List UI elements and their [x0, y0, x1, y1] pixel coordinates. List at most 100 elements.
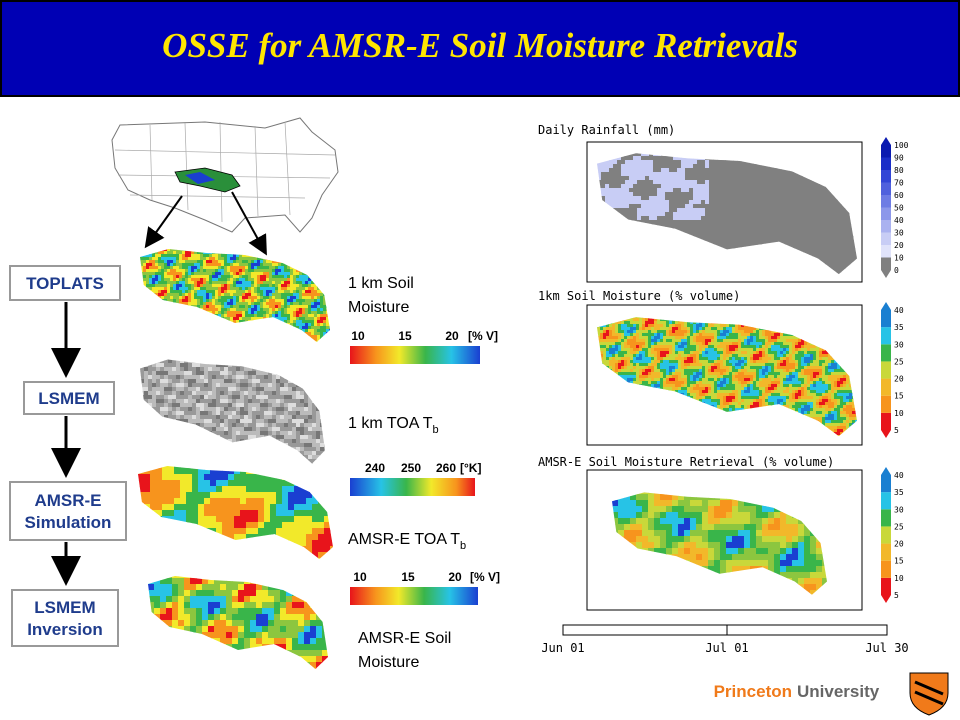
map-cell	[172, 584, 179, 591]
map-cell	[272, 308, 276, 312]
map-cell	[304, 626, 311, 633]
map-cell	[176, 278, 180, 282]
map-cell	[288, 391, 293, 396]
map-cell	[288, 411, 293, 416]
map-cell	[268, 596, 275, 603]
map-cell	[629, 260, 634, 265]
map-cell	[233, 341, 237, 342]
map-cell	[146, 260, 150, 264]
map-cell	[176, 459, 181, 464]
map-cell	[227, 317, 231, 321]
map-cell	[212, 254, 216, 258]
map-cell	[609, 204, 614, 209]
map-cell	[258, 534, 265, 541]
map-cell	[293, 335, 297, 339]
map-cell	[284, 443, 289, 448]
map-cell	[197, 281, 201, 285]
map-cell	[152, 302, 156, 306]
map-cell	[194, 329, 198, 333]
map-cell	[292, 407, 297, 412]
map-cell	[264, 359, 269, 364]
map-cell	[320, 314, 324, 318]
map-cell	[170, 269, 174, 273]
map-cell	[191, 249, 195, 252]
map-cell	[230, 260, 234, 264]
map-cell	[262, 668, 269, 669]
map-cell	[204, 423, 209, 428]
map-cell	[192, 383, 197, 388]
map-cell	[168, 546, 175, 553]
map-cell	[314, 281, 318, 285]
map-cell	[236, 293, 240, 297]
map-cell	[274, 578, 281, 585]
map-cell	[188, 278, 192, 282]
map-cell	[138, 498, 145, 505]
map-cell	[188, 341, 192, 342]
map-cell	[191, 284, 195, 288]
map-cell	[320, 251, 324, 255]
map-cell	[605, 148, 610, 153]
map-cell	[272, 287, 276, 291]
map-cell	[299, 281, 303, 285]
map-cell	[260, 284, 264, 288]
map-cell	[140, 383, 145, 388]
map-cell	[316, 419, 321, 424]
map-cell	[240, 463, 245, 464]
map-cell	[188, 281, 192, 285]
map-cell	[140, 284, 144, 288]
map-cell	[172, 620, 179, 627]
map-cell	[203, 284, 207, 288]
map-cell	[629, 200, 634, 205]
map-cell	[228, 407, 233, 412]
map-cell	[236, 320, 240, 324]
map-cell	[239, 299, 243, 303]
map-cell	[304, 644, 311, 651]
map-cell	[633, 256, 638, 261]
map-cell	[173, 341, 177, 342]
map-cell	[252, 463, 257, 464]
map-cell	[156, 411, 161, 416]
map-cell	[188, 332, 192, 336]
map-cell	[308, 371, 313, 376]
map-cell	[185, 311, 189, 315]
map-cell	[230, 266, 234, 270]
map-cell	[179, 260, 183, 264]
map-cell	[263, 296, 267, 300]
map-cell	[625, 180, 630, 185]
map-cell	[292, 632, 299, 639]
map-cell	[244, 391, 249, 396]
map-cell	[236, 251, 240, 255]
map-cell	[200, 371, 205, 376]
map-cell	[299, 332, 303, 336]
map-cell	[161, 287, 165, 291]
map-cell	[256, 359, 261, 364]
map-cell	[185, 281, 189, 285]
map-cell	[314, 272, 318, 276]
map-cell	[188, 455, 193, 460]
map-cell	[160, 431, 165, 436]
map-cell	[209, 320, 213, 324]
map-cell	[316, 359, 321, 364]
map-cell	[182, 290, 186, 294]
map-cell	[221, 341, 225, 342]
map-cell	[286, 620, 293, 627]
map-cell	[617, 224, 622, 229]
map-cell	[239, 305, 243, 309]
map-cell	[311, 338, 315, 342]
map-cell	[179, 305, 183, 309]
map-cell	[221, 311, 225, 315]
map-cell	[184, 411, 189, 416]
map-cell	[160, 626, 167, 633]
map-cell	[613, 268, 618, 273]
map-cell	[230, 299, 234, 303]
map-cell	[288, 466, 295, 469]
map-cell	[269, 344, 273, 348]
map-cell	[232, 387, 237, 392]
map-cell	[296, 443, 301, 448]
map-cell	[200, 269, 204, 273]
map-cell	[230, 320, 234, 324]
map-cell	[257, 335, 261, 339]
map-cell	[172, 632, 179, 639]
map-cell	[264, 480, 271, 487]
map-cell	[160, 399, 165, 404]
